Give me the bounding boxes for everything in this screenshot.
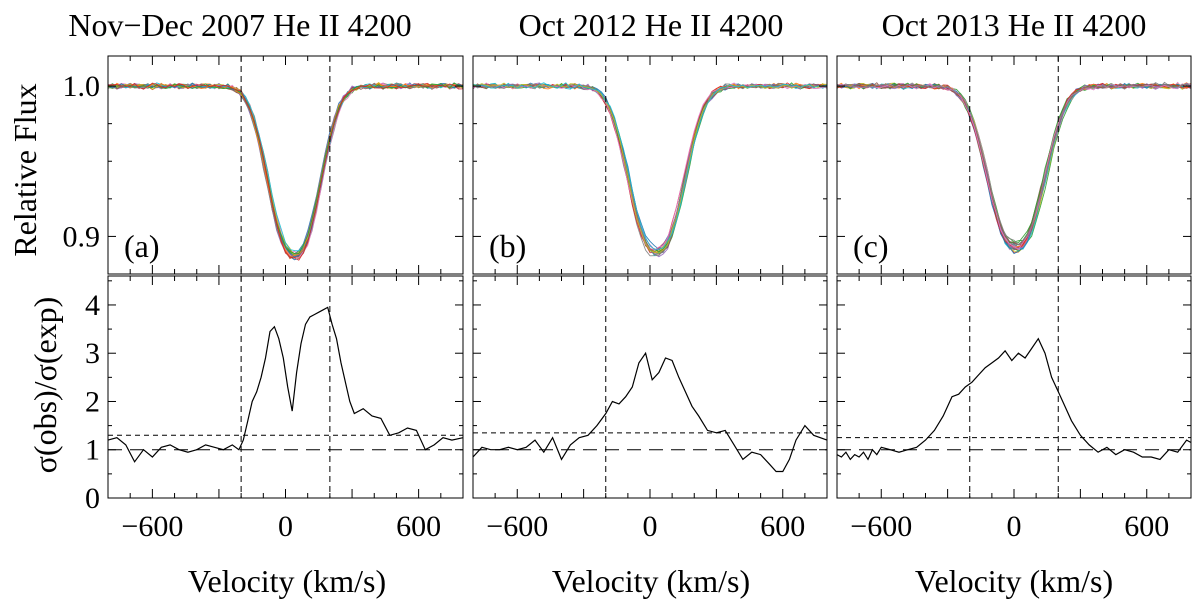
- panel-c-spectrum-line: [836, 82, 1192, 248]
- panel-c-spectrum-line: [836, 83, 1192, 250]
- panel-c-spectrum-line: [836, 82, 1192, 252]
- panel-c-spectrum-line: [836, 82, 1192, 249]
- panel-a-title: Nov−Dec 2007 He II 4200: [68, 7, 411, 43]
- panel-b-label: (b): [489, 228, 526, 264]
- panel-a-spectrum-line: [107, 83, 464, 257]
- panel-a-spectrum-line: [107, 82, 464, 254]
- panel-c-spectrum-line: [836, 82, 1192, 250]
- panel-b-title: Oct 2012 He II 4200: [519, 7, 784, 43]
- panel-a-spectrum-line: [107, 82, 464, 258]
- panel-c-spectrum-line: [836, 83, 1192, 254]
- panel-b-xlabel: Velocity (km/s): [552, 563, 750, 599]
- panel-a-spectrum-line: [107, 82, 464, 252]
- panel-c-spectrum-line: [836, 82, 1192, 249]
- panel-c-spectrum-line: [836, 82, 1192, 255]
- panel-a-spectrum-line: [107, 82, 464, 256]
- panel-b-sigma-line: [472, 351, 828, 473]
- panel-a-spectrum-line: [107, 83, 464, 256]
- panel-c-xlabel: Velocity (km/s): [915, 563, 1113, 599]
- panel-c-spectrum-line: [836, 83, 1192, 250]
- panel-b-spectrum-line: [472, 82, 828, 252]
- panel-c-spectrum-line: [836, 83, 1191, 251]
- panel-c-x-tick-label: 600: [1124, 510, 1169, 543]
- panel-c-spectrum-line: [836, 82, 1192, 250]
- sigma-y-tick-label: 4: [85, 289, 100, 322]
- panel-c-spectrum-line: [836, 82, 1192, 249]
- panel-a-x-tick-label: −600: [121, 510, 183, 543]
- panel-a-xlabel: Velocity (km/s): [188, 563, 386, 599]
- panel-b-spectrum-line: [472, 82, 828, 250]
- sigma-y-tick-label: 0: [85, 482, 100, 515]
- panel-b-spectrum-line: [472, 82, 828, 253]
- ylabel-sigma-ratio: σ(obs)/σ(exp): [27, 297, 63, 474]
- ylabel-relative-flux: Relative Flux: [7, 83, 43, 256]
- panel-c-spectrum-line: [836, 83, 1192, 253]
- panel-c-label: (c): [853, 228, 889, 264]
- panel-a-sigma-frame: [107, 275, 464, 499]
- panel-a-spectrum-line: [107, 82, 464, 255]
- panel-a-spectrum-line: [107, 82, 464, 256]
- panel-a-label: (a): [124, 228, 160, 264]
- panel-a: −600 0 600 0.9 1.0 0 1 2 3 4 (a): [63, 55, 464, 543]
- panel-c-spectrum-line: [836, 83, 1192, 246]
- sigma-y-tick-label: 1: [85, 434, 100, 467]
- panel-a-spectrum-line: [107, 82, 464, 257]
- panel-c: −600 0 600 (c): [836, 55, 1192, 543]
- panel-b-spectrum-line: [472, 84, 828, 250]
- panel-a-spectrum-line: [107, 83, 464, 261]
- panel-a-spectrum-line: [107, 82, 464, 255]
- panel-c-spectrum-line: [836, 82, 1192, 250]
- sigma-y-tick-label: 3: [85, 337, 100, 370]
- panel-c-sigma-frame: [836, 275, 1192, 499]
- panel-b-spectrum-line: [472, 82, 828, 251]
- panel-a-spectrum-line: [107, 82, 464, 260]
- panel-b-spectrum-line: [472, 82, 828, 253]
- panel-a-spectrum-line: [107, 82, 464, 258]
- panel-a-x-tick-label: 600: [396, 510, 441, 543]
- panel-b-spectrum-line: [472, 82, 828, 251]
- panel-c-spectrum-line: [836, 83, 1192, 249]
- panel-c-x-tick-label: −600: [850, 510, 912, 543]
- flux-y-tick-label: 1.0: [63, 70, 101, 103]
- panel-a-x-tick-label: 0: [278, 510, 293, 543]
- panel-c-spectrum-line: [836, 83, 1192, 243]
- panel-b-x-tick-label: 600: [760, 510, 805, 543]
- panel-c-spectrum-line: [836, 81, 1192, 246]
- panel-b-spectrum-line: [472, 82, 828, 257]
- panel-b-x-tick-label: 0: [643, 510, 658, 543]
- panel-c-spectrum-line: [836, 83, 1192, 247]
- panel-b-spectrum-line: [472, 83, 828, 251]
- panel-c-spectrum-line: [836, 83, 1191, 251]
- sigma-y-tick-label: 2: [85, 385, 100, 418]
- panel-c-x-tick-label: 0: [1007, 510, 1022, 543]
- panel-a-spectrum-line: [107, 82, 464, 261]
- panel-a-spectrum-line: [107, 82, 464, 258]
- panel-a-spectrum-line: [107, 82, 464, 257]
- panel-c-title: Oct 2013 He II 4200: [882, 7, 1147, 43]
- panel-b-sigma-frame: [472, 275, 828, 499]
- panel-b: −600 0 600 (b): [472, 55, 828, 543]
- panel-a-spectrum-line: [107, 82, 464, 259]
- flux-y-tick-label: 0.9: [63, 220, 101, 253]
- panel-b-x-tick-label: −600: [486, 510, 548, 543]
- panel-c-spectrum-line: [836, 82, 1192, 246]
- panel-a-spectrum-line: [107, 83, 464, 255]
- panel-a-spectrum-line: [107, 82, 464, 258]
- panel-a-spectrum-line: [107, 82, 464, 259]
- panel-c-spectrum-line: [836, 83, 1192, 251]
- panel-c-spectrum-line: [836, 82, 1192, 251]
- panel-a-spectrum-line: [107, 82, 464, 259]
- panel-c-spectrum-line: [836, 82, 1192, 244]
- panel-a-spectrum-line: [107, 83, 464, 256]
- panel-a-sigma-line: [107, 306, 464, 463]
- panel-b-spectrum-line: [472, 83, 828, 251]
- panel-c-spectrum-line: [836, 82, 1192, 248]
- panel-a-spectrum-line: [107, 83, 464, 258]
- panel-c-spectrum-line: [836, 82, 1192, 246]
- panel-c-sigma-line: [836, 337, 1192, 461]
- panel-a-spectrum-line: [107, 83, 464, 257]
- panel-c-spectrum-line: [836, 81, 1192, 250]
- panel-c-spectrum-line: [836, 83, 1192, 251]
